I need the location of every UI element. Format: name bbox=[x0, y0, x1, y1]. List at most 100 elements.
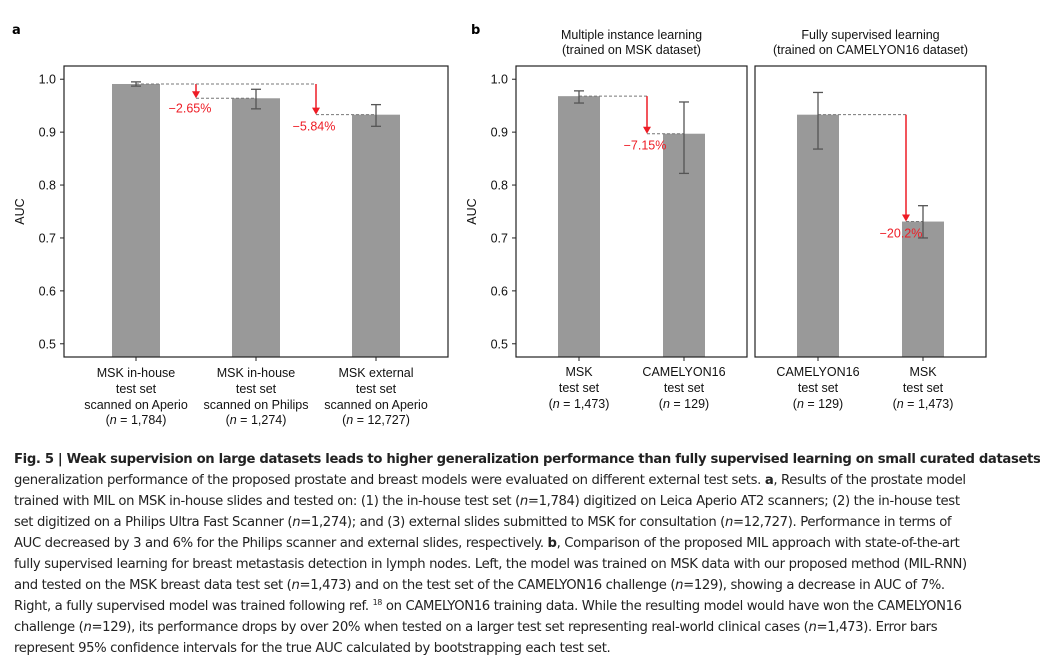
caption-text: =129), its performance drops by over 20%… bbox=[91, 620, 809, 635]
bar bbox=[112, 83, 160, 358]
caption-text: AUC decreased by 3 and 6% for the Philip… bbox=[14, 536, 548, 551]
x-tick-label: (n = 1,473) bbox=[893, 397, 954, 411]
x-tick-label: test set bbox=[798, 381, 839, 395]
caption-line: fully supervised learning for breast met… bbox=[14, 554, 1040, 575]
drop-arrow-head bbox=[643, 126, 651, 134]
chart-title-line: (trained on MSK dataset) bbox=[562, 43, 701, 57]
chart-0: −2.65% −5.84% 0.5 0.6 0.7 0.8 0.9 1.0 AUC MSK in-… bbox=[13, 65, 449, 427]
caption-text: n bbox=[675, 578, 684, 593]
x-tick-label: MSK in-house bbox=[217, 366, 296, 380]
bar bbox=[352, 114, 400, 357]
caption-text: fully supervised learning for breast met… bbox=[14, 557, 967, 572]
caption-text: =1,473). Error bars bbox=[816, 620, 938, 635]
caption-text: n bbox=[83, 620, 92, 635]
plot-frame bbox=[754, 65, 987, 358]
plot-frame bbox=[515, 65, 748, 358]
y-tick-label: 1.0 bbox=[39, 73, 56, 87]
x-tick-label: (n = 12,727) bbox=[342, 413, 410, 427]
caption-text: and tested on the MSK breast data test s… bbox=[14, 578, 292, 593]
caption-text: =12,727). Performance in terms of bbox=[732, 515, 952, 530]
caption-text: , Comparison of the proposed MIL approac… bbox=[556, 536, 960, 551]
y-tick-label: 0.8 bbox=[491, 179, 508, 193]
caption-line: represent 95% confidence intervals for t… bbox=[14, 638, 1040, 659]
x-tick-label: CAMELYON16 bbox=[642, 365, 725, 379]
caption-text: on CAMELYON16 training data. While the r… bbox=[382, 599, 962, 614]
x-tick-label: MSK bbox=[909, 365, 937, 379]
drop-arrow-head bbox=[902, 214, 910, 222]
x-tick-label: MSK external bbox=[338, 366, 413, 380]
x-tick-label: (n = 129) bbox=[793, 397, 843, 411]
caption-text: n bbox=[724, 515, 733, 530]
caption-text: generalization performance of the propos… bbox=[14, 473, 765, 488]
chart-2: Fully supervised learning(trained on CAM… bbox=[754, 28, 987, 411]
chart-title-line: (trained on CAMELYON16 dataset) bbox=[773, 43, 968, 57]
drop-arrow-head bbox=[312, 107, 320, 115]
caption-line: set digitized on a Philips Ultra Fast Sc… bbox=[14, 512, 1040, 533]
caption-text: =1,473) and on the test set of the CAMEL… bbox=[299, 578, 676, 593]
x-tick-label: (n = 129) bbox=[659, 397, 709, 411]
chart-title-line: Fully supervised learning bbox=[801, 28, 939, 42]
caption-line: Fig. 5 | Weak supervision on large datas… bbox=[14, 449, 1040, 470]
figure-caption: Fig. 5 | Weak supervision on large datas… bbox=[14, 449, 1040, 659]
caption-line: trained with MIL on MSK in-house slides … bbox=[14, 491, 1040, 512]
caption-text: n bbox=[291, 578, 300, 593]
caption-text: Fig. 5 | Weak supervision on large datas… bbox=[14, 452, 1040, 467]
caption-line: AUC decreased by 3 and 6% for the Philip… bbox=[14, 533, 1040, 554]
y-tick-label: 0.6 bbox=[491, 284, 508, 298]
caption-text: 18 bbox=[372, 598, 383, 607]
y-tick-label: 0.5 bbox=[39, 337, 56, 351]
bar bbox=[232, 98, 280, 358]
y-tick-label: 1.0 bbox=[491, 73, 508, 87]
x-tick-label: MSK in-house bbox=[97, 366, 176, 380]
caption-text: n bbox=[808, 620, 817, 635]
x-tick-label: test set bbox=[664, 381, 705, 395]
x-tick-label: test set bbox=[236, 382, 277, 396]
x-tick-label: MSK bbox=[565, 365, 593, 379]
y-tick-label: 0.7 bbox=[39, 231, 56, 245]
x-tick-label: CAMELYON16 bbox=[776, 365, 859, 379]
drop-arrow-head bbox=[192, 91, 200, 99]
panel-label-a: a bbox=[12, 23, 21, 38]
x-tick-label: scanned on Aperio bbox=[324, 398, 428, 412]
caption-text: =1,274); and (3) external slides submitt… bbox=[300, 515, 725, 530]
bar bbox=[797, 114, 839, 357]
caption-line: generalization performance of the propos… bbox=[14, 470, 1040, 491]
caption-text: trained with MIL on MSK in-house slides … bbox=[14, 494, 520, 509]
x-tick-label: (n = 1,473) bbox=[549, 397, 610, 411]
x-tick-label: test set bbox=[559, 381, 600, 395]
caption-text: set digitized on a Philips Ultra Fast Sc… bbox=[14, 515, 293, 530]
chart-1: Multiple instance learning(trained on MS… bbox=[465, 28, 748, 411]
y-tick-label: 0.5 bbox=[491, 337, 508, 351]
y-tick-label: 0.9 bbox=[39, 126, 56, 140]
figure-5: a b −2.65% −5.84% 0.5 0.6 0.7 0.8 0.9 1.0 AUC MSK… bbox=[12, 23, 987, 427]
drop-annotation: −7.15% bbox=[624, 139, 667, 153]
y-tick-label: 0.8 bbox=[39, 179, 56, 193]
bar bbox=[902, 221, 944, 357]
y-axis-label: AUC bbox=[13, 198, 27, 224]
caption-text: =1,784) digitized on Leica Aperio AT2 sc… bbox=[527, 494, 960, 509]
x-tick-label: scanned on Philips bbox=[204, 398, 309, 412]
caption-line: Right, a fully supervised model was trai… bbox=[14, 596, 1040, 617]
x-tick-label: test set bbox=[116, 382, 157, 396]
caption-text: n bbox=[519, 494, 528, 509]
caption-line: and tested on the MSK breast data test s… bbox=[14, 575, 1040, 596]
panel-label-b: b bbox=[471, 23, 480, 38]
y-tick-label: 0.6 bbox=[39, 284, 56, 298]
caption-line: challenge (n=129), its performance drops… bbox=[14, 617, 1040, 638]
caption-text: represent 95% confidence intervals for t… bbox=[14, 641, 611, 656]
caption-text: n bbox=[292, 515, 301, 530]
drop-annotation: −20.2% bbox=[880, 227, 923, 241]
drop-annotation: −2.65% bbox=[169, 101, 212, 115]
drop-annotation: −5.84% bbox=[293, 120, 336, 134]
caption-text: challenge ( bbox=[14, 620, 84, 635]
caption-text: =129), showing a decrease in AUC of 7%. bbox=[683, 578, 945, 593]
x-tick-label: (n = 1,274) bbox=[226, 413, 287, 427]
y-tick-label: 0.7 bbox=[491, 231, 508, 245]
bar bbox=[558, 96, 600, 358]
caption-text: a bbox=[764, 473, 774, 488]
y-axis-label: AUC bbox=[465, 198, 479, 224]
x-tick-label: scanned on Aperio bbox=[84, 398, 188, 412]
x-tick-label: (n = 1,784) bbox=[106, 413, 167, 427]
y-tick-label: 0.9 bbox=[491, 126, 508, 140]
x-tick-label: test set bbox=[903, 381, 944, 395]
